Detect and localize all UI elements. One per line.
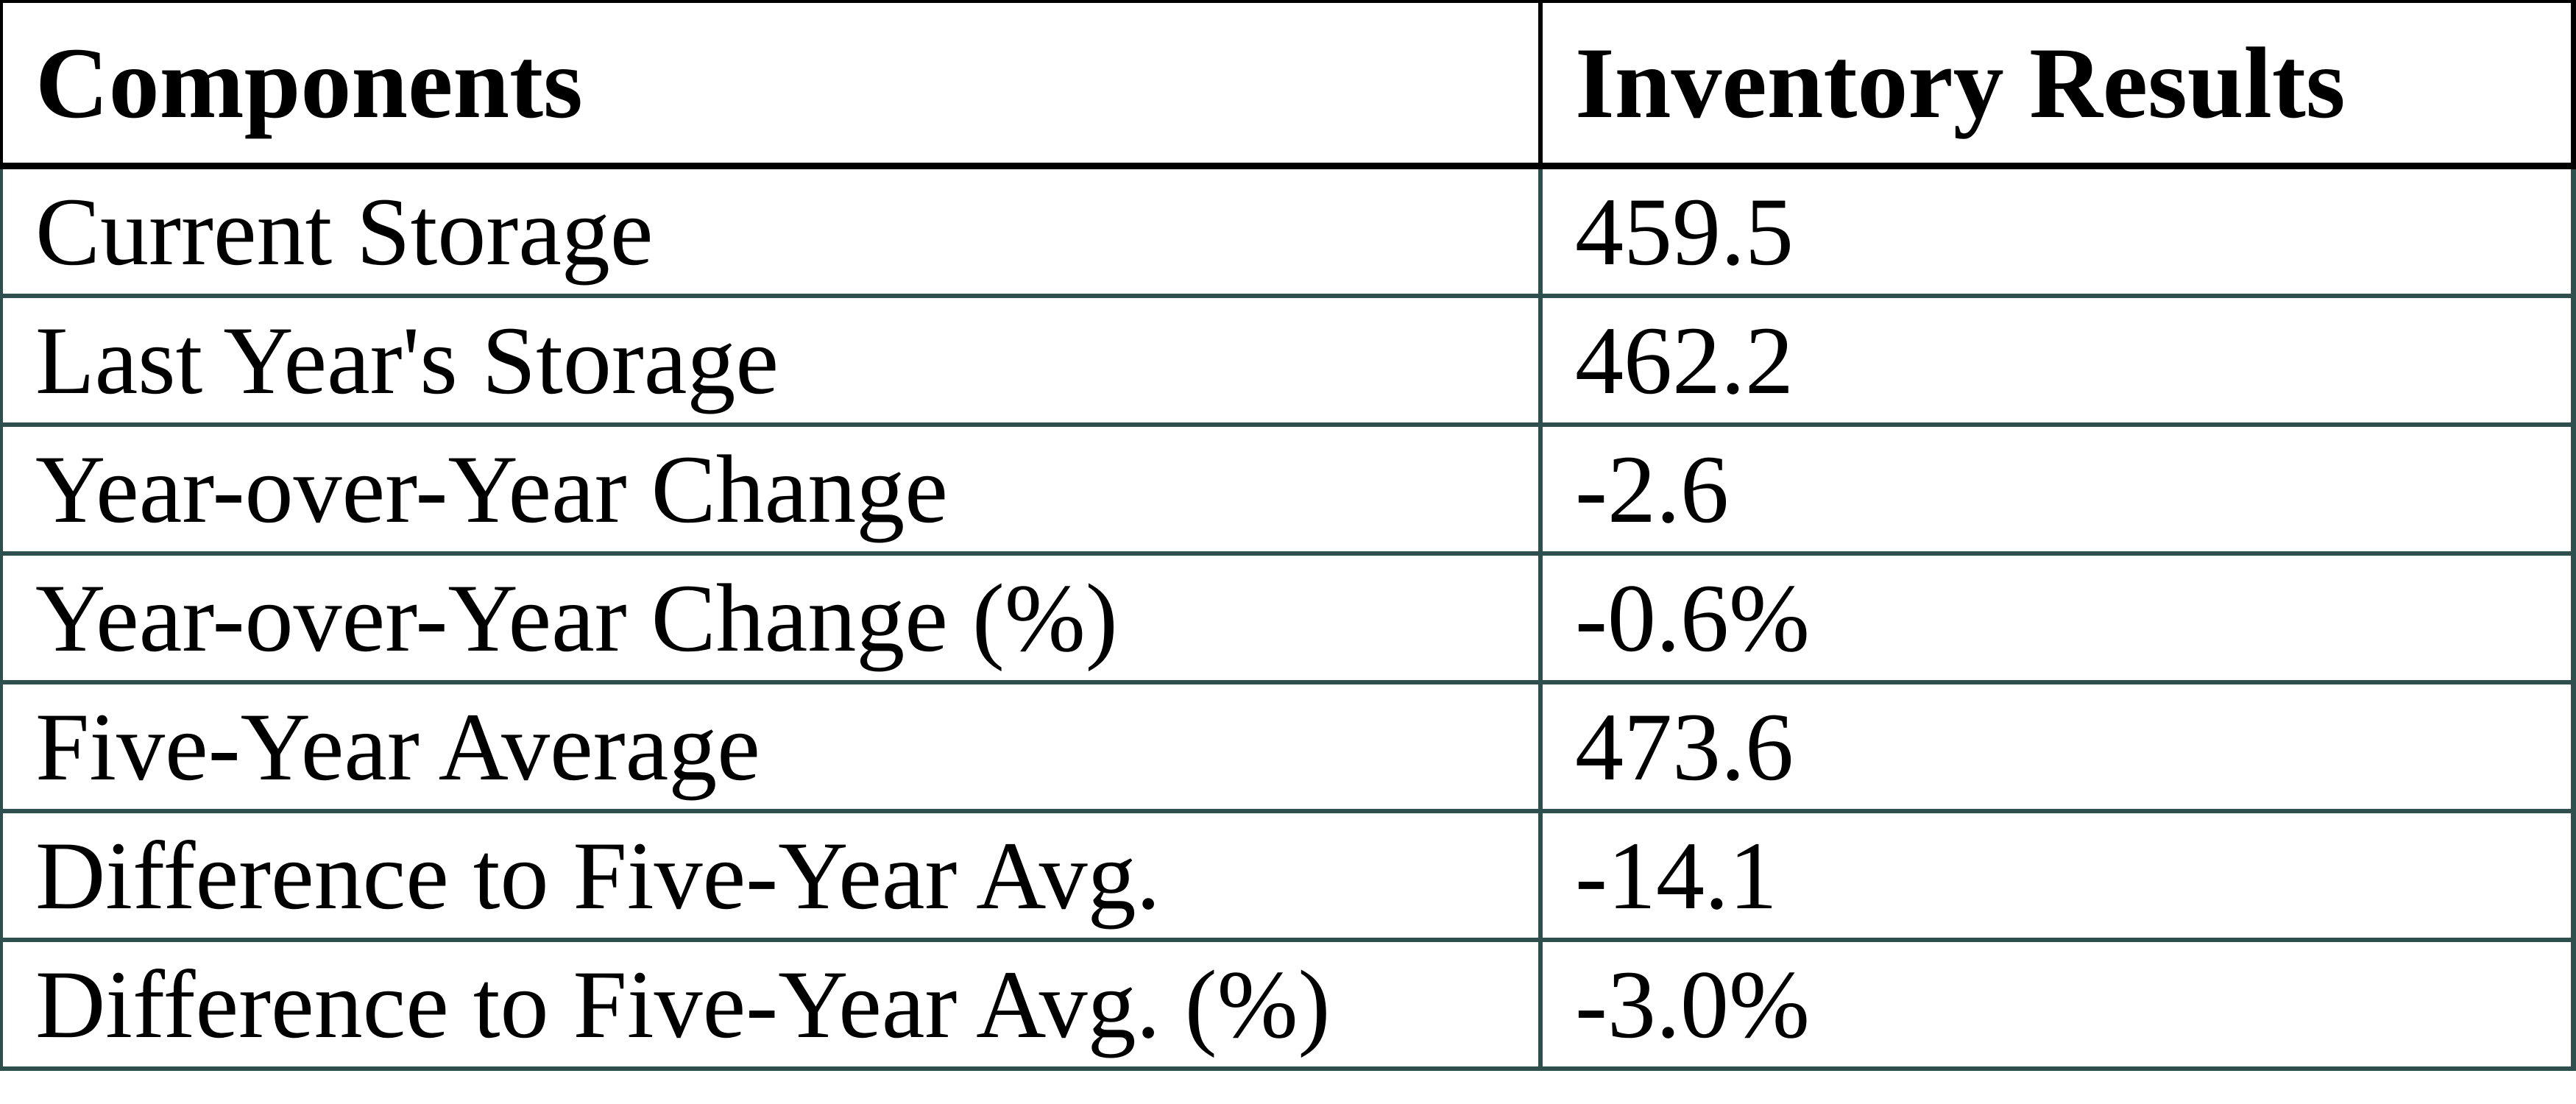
column-header-inventory-results: Inventory Results — [1575, 26, 2346, 139]
inventory-value-cell: 459.5 — [1575, 177, 1794, 286]
inventory-value-cell: -3.0% — [1575, 949, 1810, 1058]
table-row: Difference to Five-Year Avg. -14.1 — [0, 813, 2576, 942]
table-row: Difference to Five-Year Avg. (%) -3.0% — [0, 942, 2576, 1071]
column-header-components: Components — [3, 3, 1543, 163]
header-row: Components Inventory Results — [0, 0, 2576, 169]
inventory-value-cell: 462.2 — [1575, 305, 1794, 414]
inventory-value-cell: -2.6 — [1575, 434, 1729, 543]
table-body: Current Storage 459.5 Last Year's Storage 4… — [0, 169, 2576, 1071]
inventory-value-cell: -14.1 — [1575, 821, 1777, 930]
table-row: Year-over-Year Change -2.6 — [0, 427, 2576, 556]
table-row: Five-Year Average 473.6 — [0, 684, 2576, 813]
component-label-cell: Last Year's Storage — [3, 298, 1543, 422]
table-row: Current Storage 459.5 — [0, 169, 2576, 298]
component-label-cell: Difference to Five-Year Avg. — [3, 813, 1543, 938]
component-label-cell: Difference to Five-Year Avg. (%) — [3, 942, 1543, 1066]
table-row: Last Year's Storage 462.2 — [0, 298, 2576, 427]
inventory-value-cell: 473.6 — [1575, 692, 1794, 801]
component-label-cell: Year-over-Year Change — [3, 427, 1543, 551]
component-label-cell: Current Storage — [3, 169, 1543, 294]
inventory-value-cell: -0.6% — [1575, 563, 1810, 672]
component-label-cell: Five-Year Average — [3, 684, 1543, 809]
table-row: Year-over-Year Change (%) -0.6% — [0, 556, 2576, 684]
component-label-cell: Year-over-Year Change (%) — [3, 556, 1543, 680]
inventory-table: Components Inventory Results Current Sto… — [0, 0, 2576, 1071]
